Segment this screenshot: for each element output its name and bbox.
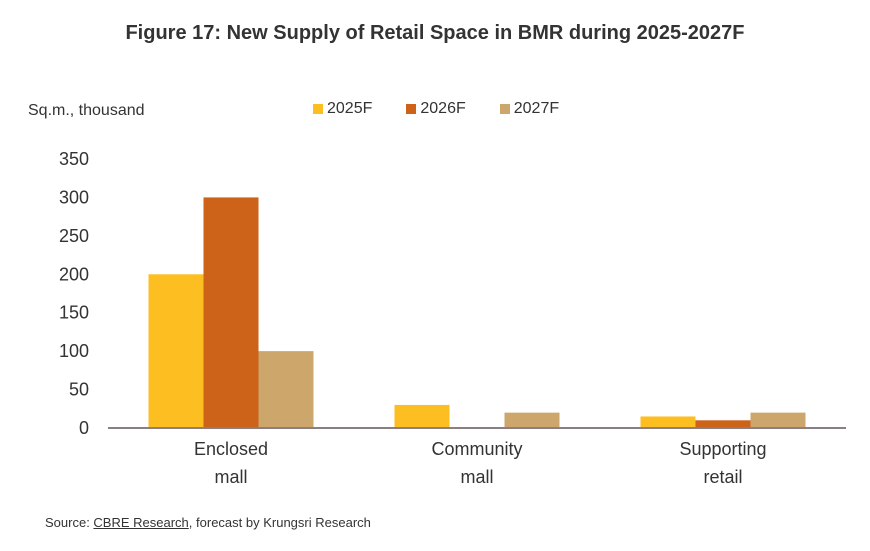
legend-label-2027f: 2027F	[513, 100, 560, 117]
source-prefix: Source:	[45, 515, 94, 530]
legend-swatch-2026f	[406, 104, 417, 114]
bar-2026f-enclosed-mall	[203, 197, 259, 428]
x-category-label: Enclosed	[194, 439, 268, 459]
legend-label-2026f: 2026F	[420, 100, 466, 117]
chart-title: Figure 17: New Supply of Retail Space in…	[125, 22, 745, 44]
bar-2025f-community-mall	[394, 404, 450, 428]
bar-2025f-enclosed-mall	[148, 274, 204, 428]
x-category-label: Supporting	[679, 439, 766, 459]
y-tick-label: 0	[79, 418, 89, 438]
legend-item-2026f: 2026F	[406, 100, 466, 118]
bar-2027f-supporting-retail	[750, 412, 806, 428]
y-tick-label: 100	[59, 341, 89, 361]
y-tick-label: 300	[59, 187, 89, 207]
legend-swatch-2025f	[313, 104, 323, 114]
x-category-label: retail	[703, 467, 742, 487]
source-link[interactable]: CBRE Research	[93, 515, 189, 530]
legend-label-2025f: 2025F	[327, 100, 373, 117]
bar-2027f-enclosed-mall	[258, 351, 314, 428]
bar-2026f-supporting-retail	[695, 420, 751, 428]
y-tick-label: 250	[59, 226, 89, 246]
x-category-label: mall	[460, 467, 493, 487]
legend-item-2027f: 2027F	[499, 100, 560, 118]
y-axis-unit-label: Sq.m., thousand	[28, 102, 145, 119]
source-note: Source: CBRE Research, forecast by Krung…	[45, 515, 371, 530]
legend-swatch-2027f	[499, 104, 510, 114]
y-tick-label: 50	[69, 380, 89, 400]
y-tick-label: 150	[59, 303, 89, 323]
x-category-label: Community	[431, 439, 522, 459]
bar-2027f-community-mall	[504, 412, 560, 428]
y-tick-label: 200	[59, 264, 89, 284]
y-tick-label: 350	[59, 149, 89, 169]
legend-item-2025f: 2025F	[313, 100, 372, 118]
bar-2025f-supporting-retail	[640, 416, 696, 428]
source-suffix: , forecast by Krungsri Research	[188, 515, 371, 530]
legend: 2025F 2026F 2027F	[313, 100, 593, 118]
x-category-label: mall	[214, 467, 247, 487]
